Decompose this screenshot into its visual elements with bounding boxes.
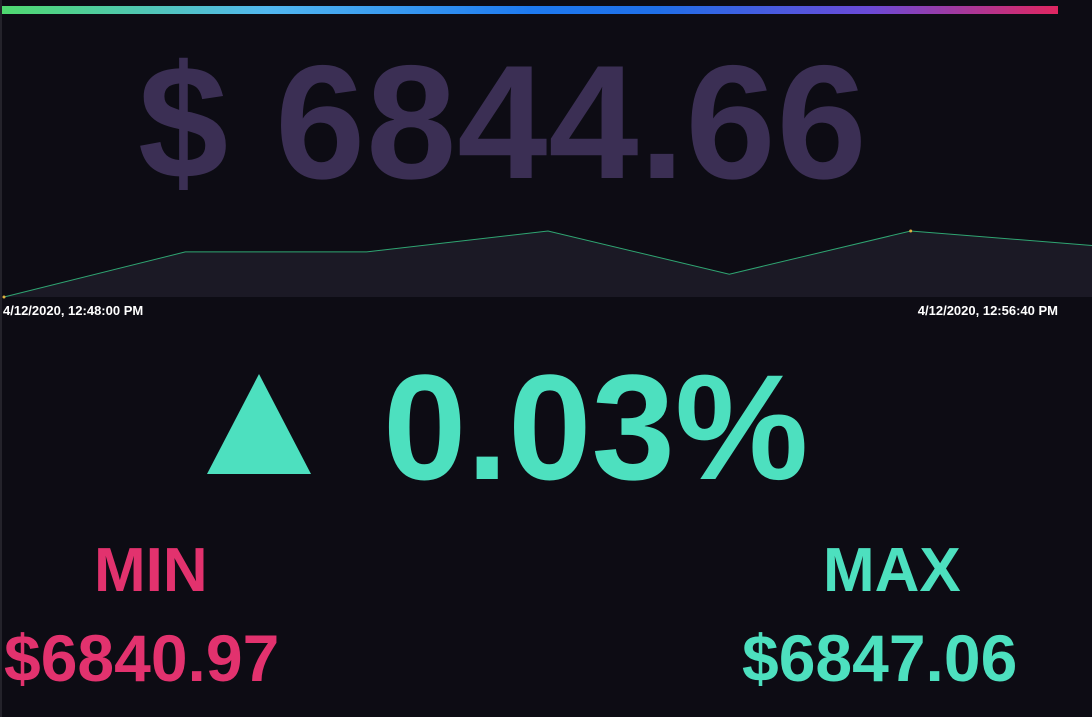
min-label: MIN: [94, 536, 208, 605]
change-row: 0.03%: [0, 352, 1092, 502]
timeline-start: 4/12/2020, 12:48:00 PM: [3, 303, 144, 318]
current-price: $ 6844.66: [138, 32, 868, 213]
change-percent: 0.03%: [383, 343, 809, 511]
max-label: MAX: [823, 536, 961, 605]
timeline-end: 4/12/2020, 12:56:40 PM: [917, 303, 1058, 318]
max-value: $6847.06: [742, 621, 1018, 695]
sparkline-point: [909, 229, 913, 233]
sparkline-line: [3, 230, 1092, 298]
triangle-up-icon: [207, 374, 311, 474]
min-value: $6840.97: [4, 621, 280, 695]
sparkline-area: [4, 231, 1092, 297]
gradient-bar: [2, 6, 1058, 14]
sparkline-point: [2, 295, 6, 299]
left-border: [0, 0, 2, 717]
